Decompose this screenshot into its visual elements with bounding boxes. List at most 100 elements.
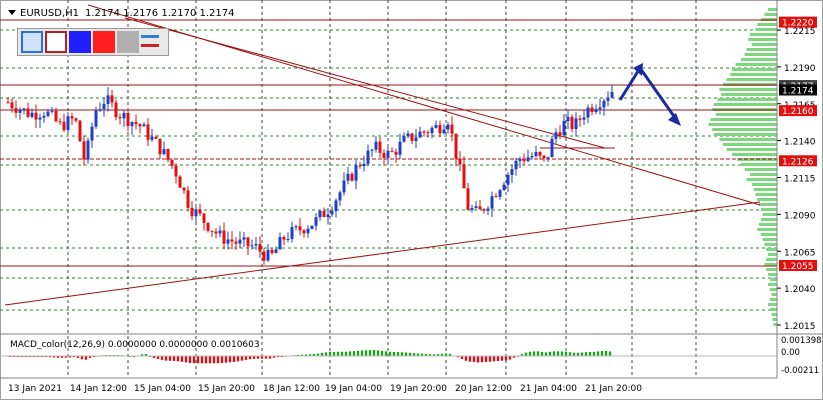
candle-bear <box>10 102 14 109</box>
macd-bar <box>72 356 76 358</box>
candle-bear <box>222 230 226 244</box>
price-axis: 1.22151.21901.21651.21401.21151.20901.20… <box>777 27 816 332</box>
candle-bull <box>518 158 522 161</box>
macd-bar <box>152 356 156 359</box>
macd-bar <box>448 353 452 356</box>
candle-bull <box>562 120 566 136</box>
macd-bar <box>508 356 512 360</box>
volume-profile-bar <box>714 133 777 136</box>
candle-bear <box>178 176 182 188</box>
candle-bear <box>542 155 546 159</box>
trendline-up[interactable] <box>4 201 761 306</box>
candle-bull <box>130 122 134 127</box>
candle-bull <box>226 239 230 244</box>
macd-bar <box>256 356 260 359</box>
volume-profile-bar <box>708 123 777 126</box>
volume-profile-bar <box>730 73 777 76</box>
candle-bull <box>514 160 518 170</box>
candle-bull <box>238 239 242 244</box>
candle-bear <box>394 151 398 155</box>
volume-profile-bar <box>768 303 777 306</box>
volume-profile-bar <box>764 243 777 246</box>
price-label-box <box>779 84 817 96</box>
color-swatch-white-red[interactable] <box>45 31 67 53</box>
volume-profile-bar <box>769 278 777 281</box>
color-swatch-blue[interactable] <box>69 31 91 53</box>
color-swatch-red[interactable] <box>93 31 115 53</box>
macd-bar <box>384 351 388 356</box>
macd-bar <box>56 356 60 358</box>
color-swatch-light-blue[interactable] <box>21 31 43 53</box>
trendline-down-2[interactable] <box>124 17 606 149</box>
macd-axis-label: 0.001398 <box>781 336 822 346</box>
candle-bear <box>410 133 414 141</box>
macd-bar <box>300 354 304 356</box>
volume-profile-bar <box>732 153 777 156</box>
candle-bull <box>506 174 510 185</box>
macd-bar <box>548 351 552 356</box>
volume-profile-bar <box>717 98 777 101</box>
volume-profile-bar <box>746 48 777 51</box>
volume-profile-bar <box>757 23 777 26</box>
macd-bar <box>396 352 400 356</box>
candle-bear <box>82 141 86 160</box>
horizontal-levels[interactable] <box>0 19 777 267</box>
forecast-arrows[interactable] <box>618 63 681 126</box>
candle-bull <box>602 100 606 108</box>
macd-bar <box>232 356 236 362</box>
macd-bar <box>336 351 340 356</box>
candle-bear <box>206 222 210 231</box>
trend-lines[interactable] <box>4 4 761 306</box>
macd-bar <box>212 356 216 364</box>
volume-profile-bar <box>755 28 777 31</box>
volume-profile-bar <box>762 238 777 241</box>
macd-bar <box>412 353 416 356</box>
macd-bar <box>308 354 312 356</box>
candle-bull <box>606 97 610 101</box>
macd-bar <box>340 351 344 356</box>
line-style-button[interactable] <box>141 31 163 53</box>
macd-bar <box>176 356 180 362</box>
macd-bar <box>420 353 424 356</box>
macd-bar <box>464 356 468 361</box>
volume-profile-bar <box>741 163 777 166</box>
macd-bar <box>296 354 300 356</box>
macd-bar <box>432 354 436 356</box>
time-axis-label: 13 Jan 2021 <box>8 384 62 394</box>
candle-bear <box>450 124 454 134</box>
macd-bar <box>248 356 252 360</box>
color-swatch-gray[interactable] <box>117 31 139 53</box>
candle-bear <box>138 124 142 127</box>
candle-bull <box>582 117 586 120</box>
forecast-path[interactable] <box>618 65 680 123</box>
macd-bar <box>328 351 332 356</box>
macd-bar <box>348 351 352 356</box>
volume-profile-bar <box>760 218 777 221</box>
macd-bar <box>144 353 148 356</box>
candle-bear <box>34 112 38 120</box>
candle-bear <box>454 133 458 159</box>
color-toolbar <box>17 28 169 56</box>
price-label-text: 1.2160 <box>782 107 814 117</box>
candle-bull <box>250 245 254 247</box>
macd-bar <box>244 356 248 360</box>
candle-bull <box>22 108 26 111</box>
volume-profile-bar <box>759 223 777 226</box>
macd-bar <box>440 353 444 356</box>
macd-bar <box>568 352 572 356</box>
candle-bull <box>338 192 342 201</box>
candle-bear <box>322 210 326 217</box>
candle-bull <box>470 208 474 210</box>
chart-menu-triangle-icon[interactable] <box>8 10 16 15</box>
candle-bull <box>242 237 246 240</box>
macd-bar <box>524 352 528 356</box>
volume-profile-bar <box>764 13 777 16</box>
candle-bull <box>150 136 154 140</box>
volume-profile-bar <box>753 188 777 191</box>
price-tick-label: 1.2215 <box>784 27 816 37</box>
volume-profile-bar <box>732 68 777 71</box>
candle-bear <box>302 230 306 234</box>
arrow-down-head <box>668 113 681 126</box>
candle-bull <box>586 107 590 118</box>
